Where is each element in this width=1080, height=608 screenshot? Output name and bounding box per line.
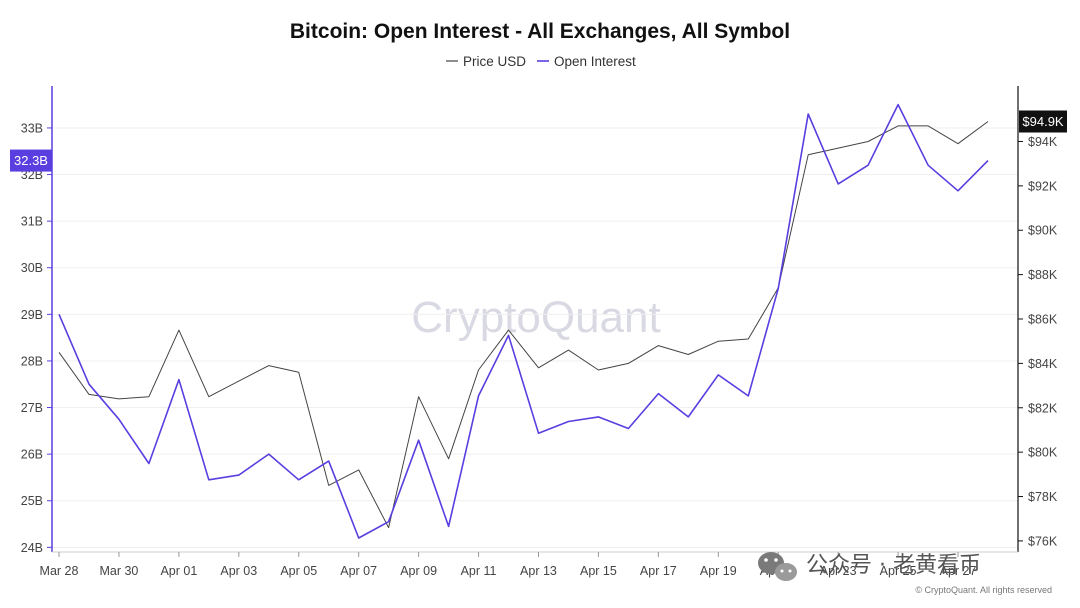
right-tick-label: $92K xyxy=(1028,179,1058,193)
chart-title: Bitcoin: Open Interest - All Exchanges, … xyxy=(290,20,790,43)
left-current-value-badge: 32.3B xyxy=(10,149,52,172)
right-tick-label: $86K xyxy=(1028,313,1058,327)
left-tick-label: 24B xyxy=(21,541,43,555)
price-usd-line xyxy=(58,121,989,529)
right-current-value-badge: $94.9K xyxy=(1019,110,1067,133)
left-tick-label: 28B xyxy=(21,354,43,368)
wechat-icon xyxy=(758,552,797,581)
legend-price-label: Price USD xyxy=(463,54,526,69)
x-tick-label: Mar 28 xyxy=(40,564,79,578)
left-tick-label: 31B xyxy=(21,215,43,229)
legend-oi-label: Open Interest xyxy=(554,54,636,69)
right-tick-label: $94K xyxy=(1028,135,1058,149)
right-tick-label: $88K xyxy=(1028,268,1058,282)
wechat-overlay: 公众号 · 老黄看币 xyxy=(758,552,981,581)
right-badge-label: $94.9K xyxy=(1022,114,1064,129)
right-tick-label: $82K xyxy=(1028,401,1058,415)
x-tick-label: Apr 11 xyxy=(461,564,497,578)
watermark: CryptoQuant xyxy=(411,293,660,342)
x-tick-label: Apr 23 xyxy=(820,564,857,578)
left-badge-background xyxy=(10,149,52,172)
right-tick-label: $90K xyxy=(1028,224,1058,238)
x-tick-label: Apr 15 xyxy=(580,564,617,578)
gridlines xyxy=(52,127,1018,548)
copyright: © CryptoQuant. All rights reserved xyxy=(915,585,1052,595)
wechat-account-text: 公众号 · 老黄看币 xyxy=(806,553,981,578)
legend: Price USD Open Interest xyxy=(446,54,636,69)
x-tick-label: Apr 25 xyxy=(880,564,917,578)
x-tick-label: Apr 13 xyxy=(520,564,557,578)
right-tick-label: $76K xyxy=(1028,534,1058,548)
left-tick-label: 29B xyxy=(21,308,43,322)
left-tick-label: 30B xyxy=(21,261,43,275)
x-tick-label: Apr 17 xyxy=(640,564,677,578)
x-tick-label: Apr 01 xyxy=(160,564,197,578)
right-tick-label: $80K xyxy=(1028,446,1058,460)
x-tick-label: Apr 07 xyxy=(340,564,377,578)
x-tick-label: Mar 30 xyxy=(99,564,138,578)
right-tick-label: $84K xyxy=(1028,357,1058,371)
x-tick-label: Apr 05 xyxy=(280,564,317,578)
x-tick-label: Apr 09 xyxy=(400,564,437,578)
x-tick-label: Apr 19 xyxy=(700,564,737,578)
left-tick-label: 25B xyxy=(21,494,43,508)
left-tick-label: 33B xyxy=(21,121,43,135)
left-badge-label: 32.3B xyxy=(14,153,48,168)
x-tick-label: Apr 27 xyxy=(940,564,977,578)
right-badge-background xyxy=(1019,110,1067,133)
right-axis-ticks: $76K $78K $80K $82K $84K $86K $88K $90K $92K $94K xyxy=(1018,135,1058,548)
open-interest-line xyxy=(58,103,989,539)
left-tick-label: 27B xyxy=(21,401,43,415)
x-tick-label: Apr 03 xyxy=(220,564,257,578)
right-tick-label: $78K xyxy=(1028,490,1058,504)
left-tick-label: 26B xyxy=(21,448,43,462)
series-layer xyxy=(58,103,989,539)
